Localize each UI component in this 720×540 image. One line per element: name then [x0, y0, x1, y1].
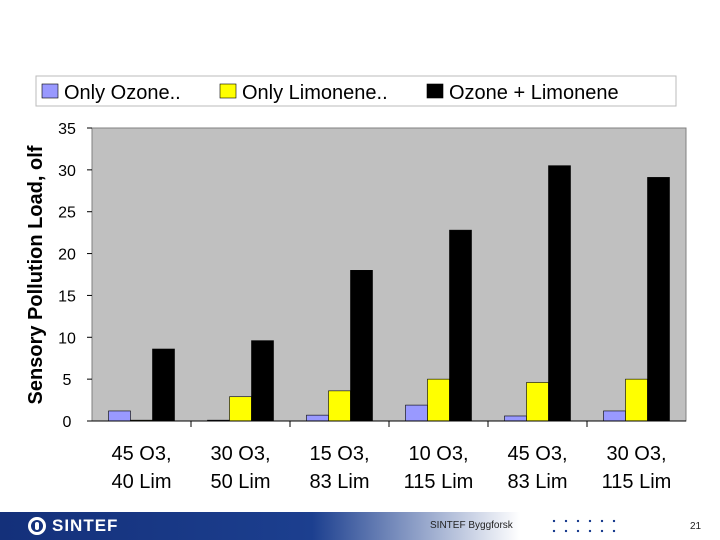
bar	[108, 410, 131, 422]
x-tick-label: 50 Lim	[210, 471, 270, 493]
x-tick-label: 45 O3,	[111, 443, 171, 465]
x-tick-label: 115 Lim	[404, 471, 474, 493]
x-tick-label: 115 Lim	[602, 471, 672, 493]
legend-swatch	[426, 83, 444, 99]
plot-area: 0 5 10 15 20 25 30 35 45 O3, 40 Lim 30 O3, 50 Lim 15…	[58, 121, 687, 493]
bar	[350, 270, 373, 422]
bar	[449, 229, 472, 422]
y-tick-label: 15	[58, 288, 76, 305]
x-tick-label: 83 Lim	[507, 471, 567, 493]
y-tick-label: 35	[58, 121, 76, 138]
sintef-logo-icon	[28, 517, 46, 535]
legend-box	[35, 75, 677, 107]
x-tick-label: 10 O3,	[408, 443, 468, 465]
bar	[405, 404, 428, 422]
legend: Only Ozone.. Only Limonene.. Ozone + Limon…	[35, 75, 677, 107]
bar	[647, 177, 670, 422]
legend-swatch	[41, 83, 59, 99]
sintef-logo: SINTEF	[28, 514, 118, 538]
y-tick-label: 20	[58, 247, 76, 264]
bar	[427, 378, 450, 422]
bar	[526, 382, 549, 422]
legend-label: Only Ozone..	[64, 82, 181, 104]
x-tick-label: 45 O3,	[507, 443, 567, 465]
legend-label: Only Limonene..	[242, 82, 388, 104]
chart: Sensory Pollution Load, olf Only Ozone..…	[25, 75, 687, 493]
y-tick-label: 10	[58, 330, 76, 347]
page-number: 21	[690, 521, 702, 532]
y-tick-label: 0	[63, 414, 72, 431]
bar	[328, 390, 351, 422]
plot-background	[91, 127, 687, 422]
y-tick-label: 30	[58, 163, 76, 180]
x-tick-label: 30 O3,	[606, 443, 666, 465]
footer-org: SINTEF Byggforsk	[430, 520, 513, 531]
y-axis-label: Sensory Pollution Load, olf	[25, 145, 47, 404]
footer-band	[0, 512, 520, 540]
x-tick-label: 83 Lim	[309, 471, 369, 493]
bar	[625, 378, 648, 422]
decorative-dots-icon	[548, 516, 618, 536]
bar	[251, 340, 274, 422]
x-tick-label: 30 O3,	[210, 443, 270, 465]
legend-label: Ozone + Limonene	[449, 82, 619, 104]
x-tick-label: 15 O3,	[309, 443, 369, 465]
bar	[504, 415, 527, 422]
legend-swatch	[219, 83, 237, 99]
y-tick-label: 25	[58, 205, 76, 222]
brand-name: SINTEF	[52, 516, 119, 535]
bar	[152, 348, 175, 422]
bar	[603, 410, 626, 422]
y-tick-label: 5	[63, 372, 72, 389]
bar	[229, 396, 252, 422]
x-tick-label: 40 Lim	[111, 471, 171, 493]
bar	[306, 414, 329, 422]
bar	[548, 165, 571, 422]
